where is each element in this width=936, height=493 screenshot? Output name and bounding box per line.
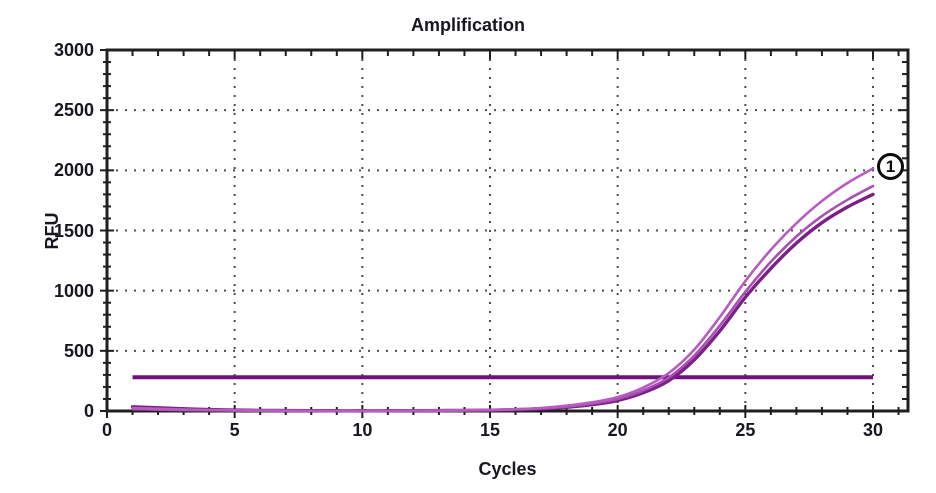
y-tick-label: 2000 — [53, 160, 94, 181]
y-tick-label: 0 — [83, 401, 94, 421]
x-tick-label: 25 — [735, 420, 756, 440]
x-tick-label: 10 — [352, 420, 373, 440]
y-tick-label: 1500 — [53, 220, 94, 241]
x-tick-label: 20 — [607, 420, 628, 440]
x-tick-label: 5 — [229, 420, 240, 440]
annotation-marker-1: 1 — [877, 153, 904, 180]
annotation-label: 1 — [885, 156, 896, 176]
x-axis-label: Cycles — [478, 459, 537, 479]
y-tick-label: 3000 — [53, 40, 94, 60]
y-tick-label: 2500 — [53, 100, 94, 121]
x-tick-label: 0 — [101, 420, 112, 440]
chart-title: Amplification — [410, 15, 525, 35]
y-tick-label: 1000 — [53, 280, 94, 301]
y-tick-label: 500 — [63, 340, 94, 361]
x-tick-label: 15 — [479, 420, 501, 440]
x-tick-label: 30 — [862, 420, 884, 440]
